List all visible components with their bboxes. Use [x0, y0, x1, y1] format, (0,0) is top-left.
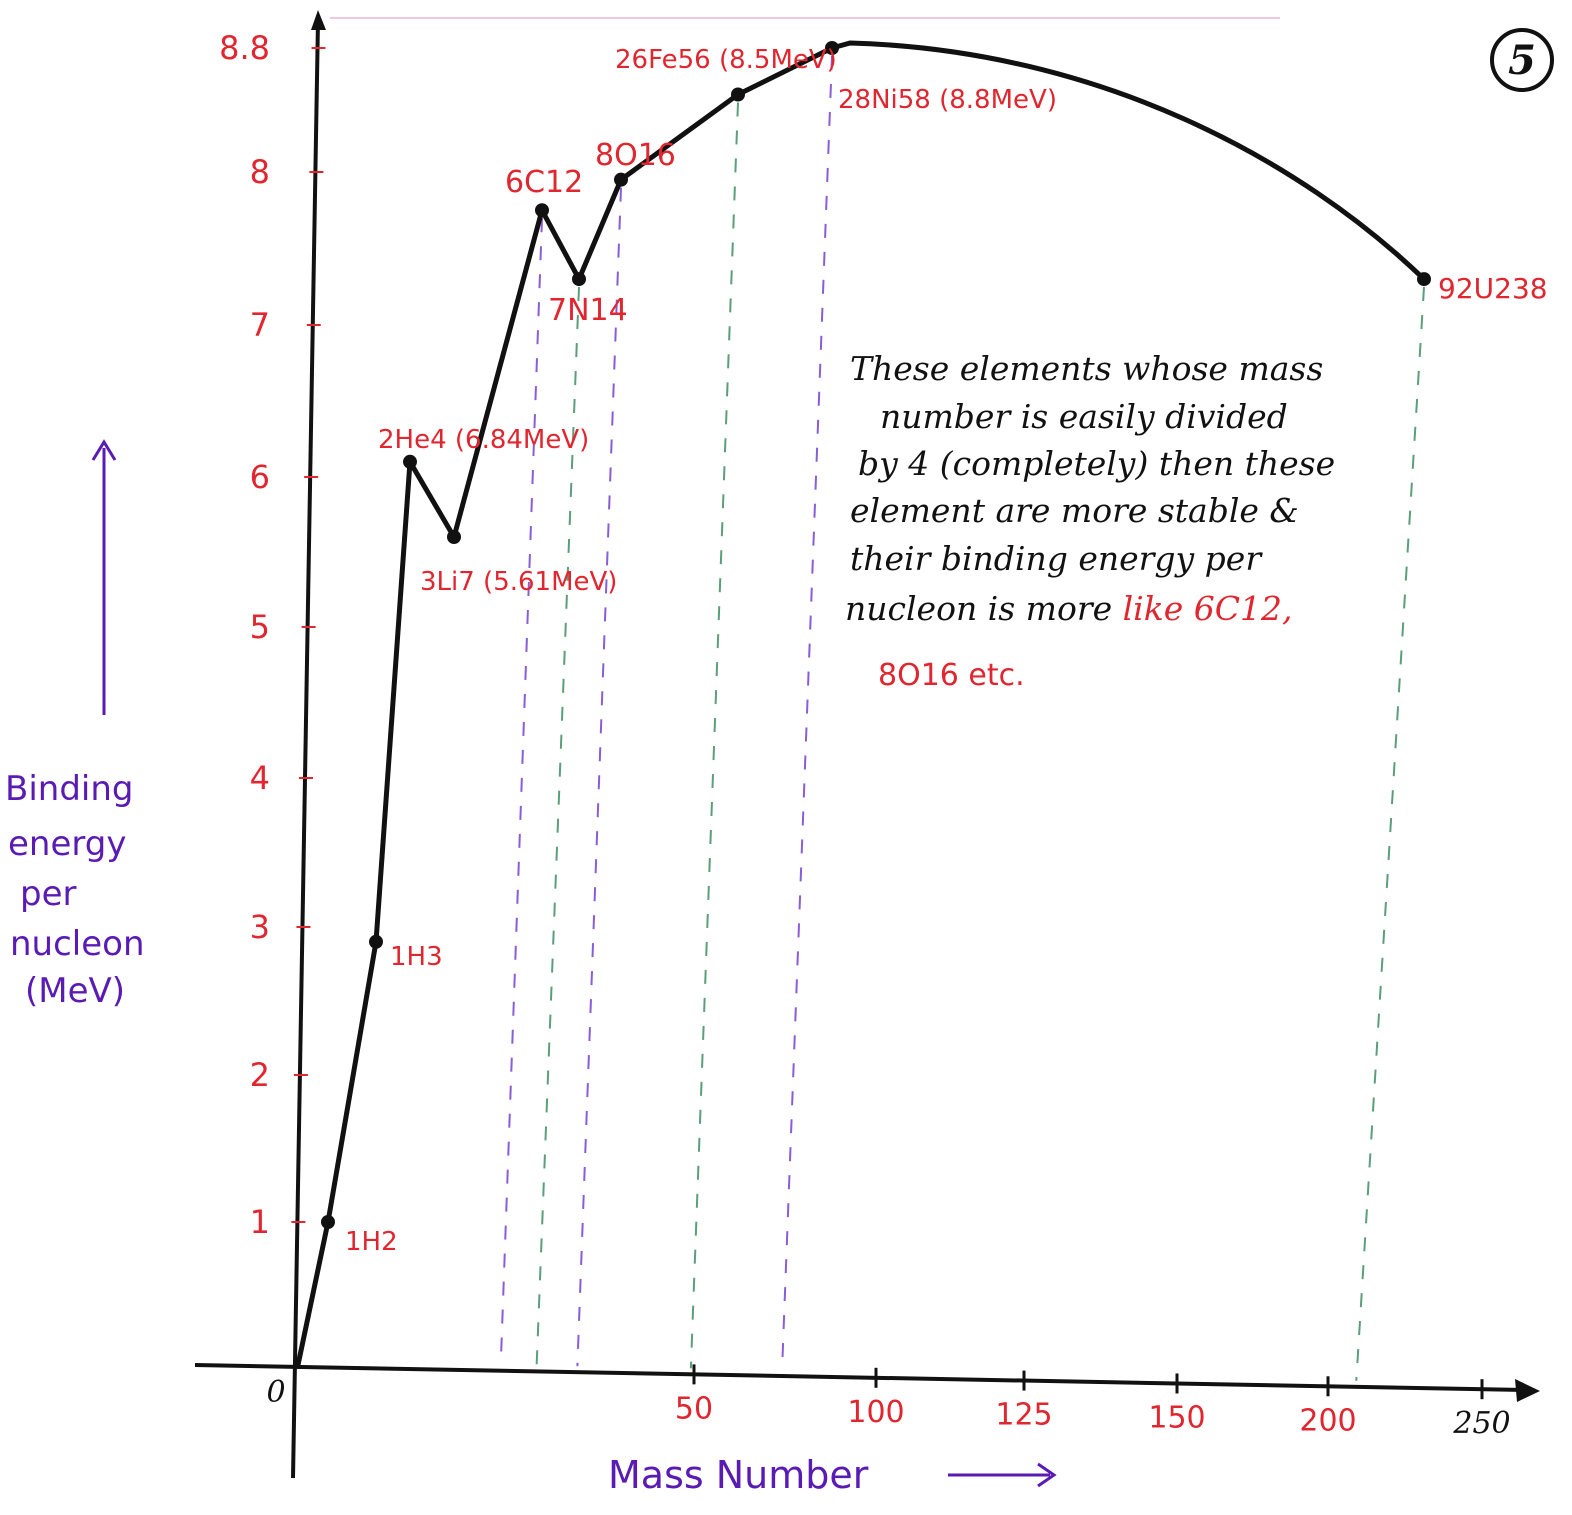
data-point-c12 [535, 203, 549, 218]
annotation-line-6: nucleon is more like 6C12, [845, 589, 1292, 628]
drop-line-fe56 [689, 102, 739, 1369]
annotation-line-4: element are more stable & [850, 491, 1299, 530]
y-title-line-4: nucleon [10, 924, 145, 964]
x-tick-label-0: 0 [266, 1375, 285, 1410]
x-axis-title: Mass Number [608, 1453, 1057, 1497]
data-point-h3 [369, 934, 383, 949]
annotation: These elements whose mass number is easi… [845, 349, 1335, 693]
drop-line-u238 [1355, 287, 1425, 1381]
y-tick-label-4: 5 [250, 608, 270, 646]
data-markers [321, 41, 1431, 1229]
page-marker-circle [1490, 28, 1554, 92]
annotation-line-2: number is easily divided [880, 397, 1288, 436]
y-title-line-3: per [20, 874, 77, 914]
label-h3: 1H3 [390, 942, 443, 972]
y-title-arrow-head [91, 439, 117, 461]
x-ticks: 0 50 100 125 150 200 250 [266, 1364, 1511, 1441]
annotation-line-1: These elements whose mass [850, 349, 1323, 388]
label-he4: 2He4 (6.84MeV) [378, 425, 589, 455]
annotation-line-5: their binding energy per [850, 539, 1263, 578]
drop-line-n14 [535, 287, 580, 1366]
y-axis [291, 19, 320, 1479]
y-axis-title: Binding energy per nucleon (MeV) [5, 439, 145, 1011]
x-title-arrow-head [1037, 1462, 1057, 1488]
y-tick-label-5: 6 [250, 458, 270, 496]
data-point-li7 [447, 530, 461, 544]
y-tick-label-1: 2 [250, 1056, 270, 1094]
x-axis [194, 1363, 1526, 1392]
y-tick-label-2: 3 [250, 908, 270, 946]
y-title-line-5: (MeV) [25, 971, 125, 1011]
annotation-line-6-prefix: nucleon is more [845, 589, 1123, 628]
y-ticks: 1 2 3 4 5 6 7 8 8.8 [219, 29, 326, 1241]
data-point-he4 [403, 454, 417, 469]
y-tick-label-7: 8 [250, 153, 270, 191]
x-tick-label-2: 100 [847, 1395, 904, 1430]
y-tick-label-8: 8.8 [219, 29, 270, 67]
y-axis-arrowhead [311, 10, 326, 30]
x-tick-label-1: 50 [675, 1391, 713, 1426]
x-axis-arrowhead [1515, 1379, 1540, 1402]
y-tick-label-0: 1 [250, 1203, 270, 1241]
label-li7: 3Li7 (5.61MeV) [420, 567, 617, 597]
drop-line-ni58 [781, 55, 833, 1371]
y-title-line-2: energy [8, 824, 126, 864]
data-point-o16 [614, 172, 628, 187]
drop-lines [499, 55, 1425, 1381]
label-ni58: 28Ni58 (8.8MeV) [838, 85, 1057, 115]
y-title-line-1: Binding [5, 769, 133, 809]
x-tick-label-5: 200 [1299, 1403, 1356, 1438]
drop-line-o16 [576, 187, 622, 1367]
drop-line-c12 [499, 218, 543, 1365]
axes [194, 10, 1540, 1479]
x-tick-label-6: 250 [1452, 1406, 1510, 1441]
x-tick-label-3: 125 [995, 1398, 1052, 1433]
annotation-line-3: by 4 (completely) then these [858, 444, 1335, 483]
x-tick-label-4: 150 [1148, 1400, 1205, 1435]
data-point-n14 [572, 272, 586, 287]
label-o16: 8O16 [595, 138, 676, 173]
annotation-line-6-highlight: like 6C12, [1123, 589, 1293, 628]
label-u238: 92U238 [1438, 272, 1548, 305]
y-tick-label-3: 4 [250, 759, 270, 797]
binding-energy-curve [295, 40, 1427, 1368]
y-tick-label-6: 7 [250, 306, 270, 344]
data-point-fe56 [731, 87, 745, 102]
x-title: Mass Number [608, 1453, 869, 1497]
label-c12: 6C12 [505, 165, 583, 200]
annotation-line-7: 8O16 etc. [878, 658, 1025, 693]
data-point-ni58 [825, 41, 839, 55]
page-marker-label: 5 [1508, 37, 1536, 84]
label-h2: 1H2 [345, 1227, 398, 1257]
label-fe56: 26Fe56 (8.5MeV) [615, 45, 837, 75]
point-labels: 1H2 1H3 2He4 (6.84MeV) 3Li7 (5.61MeV) 6C… [345, 45, 1548, 1257]
label-n14: 7N14 [548, 293, 628, 328]
data-point-h2 [321, 1215, 335, 1229]
data-point-u238 [1417, 272, 1431, 287]
